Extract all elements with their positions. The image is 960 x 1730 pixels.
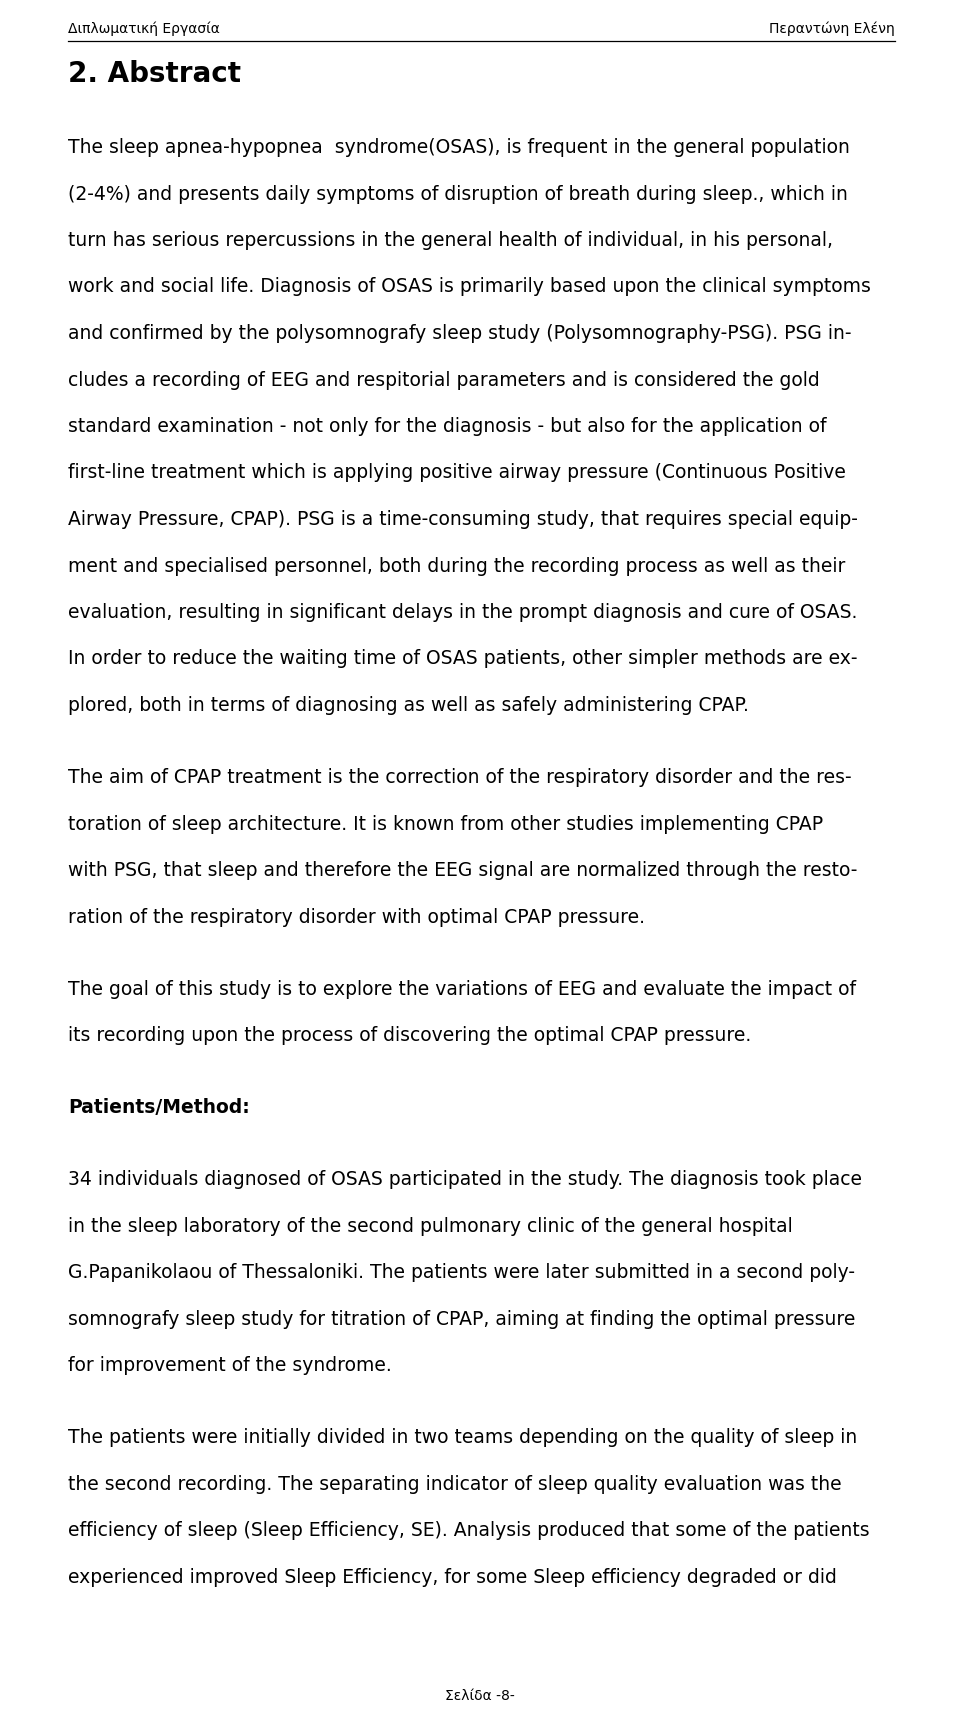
Text: Patients/Method:: Patients/Method: [68,1097,250,1116]
Text: work and social life. Diagnosis of OSAS is primarily based upon the clinical sym: work and social life. Diagnosis of OSAS … [68,277,871,296]
Text: The goal of this study is to explore the variations of EEG and evaluate the impa: The goal of this study is to explore the… [68,979,856,998]
Text: In order to reduce the waiting time of OSAS patients, other simpler methods are : In order to reduce the waiting time of O… [68,649,857,668]
Text: (2-4%) and presents daily symptoms of disruption of breath during sleep., which : (2-4%) and presents daily symptoms of di… [68,185,848,204]
Text: for improvement of the syndrome.: for improvement of the syndrome. [68,1356,392,1375]
Text: ration of the respiratory disorder with optimal CPAP pressure.: ration of the respiratory disorder with … [68,907,645,926]
Text: its recording upon the process of discovering the optimal CPAP pressure.: its recording upon the process of discov… [68,1026,752,1045]
Text: 2. Abstract: 2. Abstract [68,61,241,88]
Text: G.Papanikolaou of Thessaloniki. The patients were later submitted in a second po: G.Papanikolaou of Thessaloniki. The pati… [68,1263,855,1282]
Text: 34 individuals diagnosed of OSAS participated in the study. The diagnosis took p: 34 individuals diagnosed of OSAS partici… [68,1169,862,1189]
Text: and confirmed by the polysomnografy sleep study (Polysomnography-PSG). PSG in-: and confirmed by the polysomnografy slee… [68,324,852,343]
Text: efficiency of sleep (Sleep Efficiency, SE). Analysis produced that some of the p: efficiency of sleep (Sleep Efficiency, S… [68,1521,870,1540]
Text: plored, both in terms of diagnosing as well as safely administering CPAP.: plored, both in terms of diagnosing as w… [68,695,749,714]
Text: toration of sleep architecture. It is known from other studies implementing CPAP: toration of sleep architecture. It is kn… [68,815,823,834]
Text: somnografy sleep study for titration of CPAP, aiming at finding the optimal pres: somnografy sleep study for titration of … [68,1310,855,1329]
Text: Σελίδα -8-: Σελίδα -8- [445,1688,515,1702]
Text: cludes a recording of EEG and respitorial parameters and is considered the gold: cludes a recording of EEG and respitoria… [68,370,820,389]
Text: Διπλωματική Εργασία: Διπλωματική Εργασία [68,22,220,36]
Text: in the sleep laboratory of the second pulmonary clinic of the general hospital: in the sleep laboratory of the second pu… [68,1216,793,1235]
Text: first-line treatment which is applying positive airway pressure (Continuous Posi: first-line treatment which is applying p… [68,464,846,483]
Text: The patients were initially divided in two teams depending on the quality of sle: The patients were initially divided in t… [68,1427,857,1446]
Text: ment and specialised personnel, both during the recording process as well as the: ment and specialised personnel, both dur… [68,555,846,574]
Text: experienced improved Sleep Efficiency, for some Sleep efficiency degraded or did: experienced improved Sleep Efficiency, f… [68,1567,837,1586]
Text: The sleep apnea-hypopnea  syndrome(OSAS), is frequent in the general population: The sleep apnea-hypopnea syndrome(OSAS),… [68,138,850,157]
Text: Airway Pressure, CPAP). PSG is a time-consuming study, that requires special equ: Airway Pressure, CPAP). PSG is a time-co… [68,510,858,529]
Text: turn has serious repercussions in the general health of individual, in his perso: turn has serious repercussions in the ge… [68,230,833,249]
Text: with PSG, that sleep and therefore the EEG signal are normalized through the res: with PSG, that sleep and therefore the E… [68,860,857,879]
Text: evaluation, resulting in significant delays in the prompt diagnosis and cure of : evaluation, resulting in significant del… [68,602,857,621]
Text: standard examination - not only for the diagnosis - but also for the application: standard examination - not only for the … [68,417,827,436]
Text: Περαντώνη Ελένη: Περαντώνη Ελένη [769,22,895,36]
Text: the second recording. The separating indicator of sleep quality evaluation was t: the second recording. The separating ind… [68,1474,842,1493]
Text: The aim of CPAP treatment is the correction of the respiratory disorder and the : The aim of CPAP treatment is the correct… [68,768,852,787]
